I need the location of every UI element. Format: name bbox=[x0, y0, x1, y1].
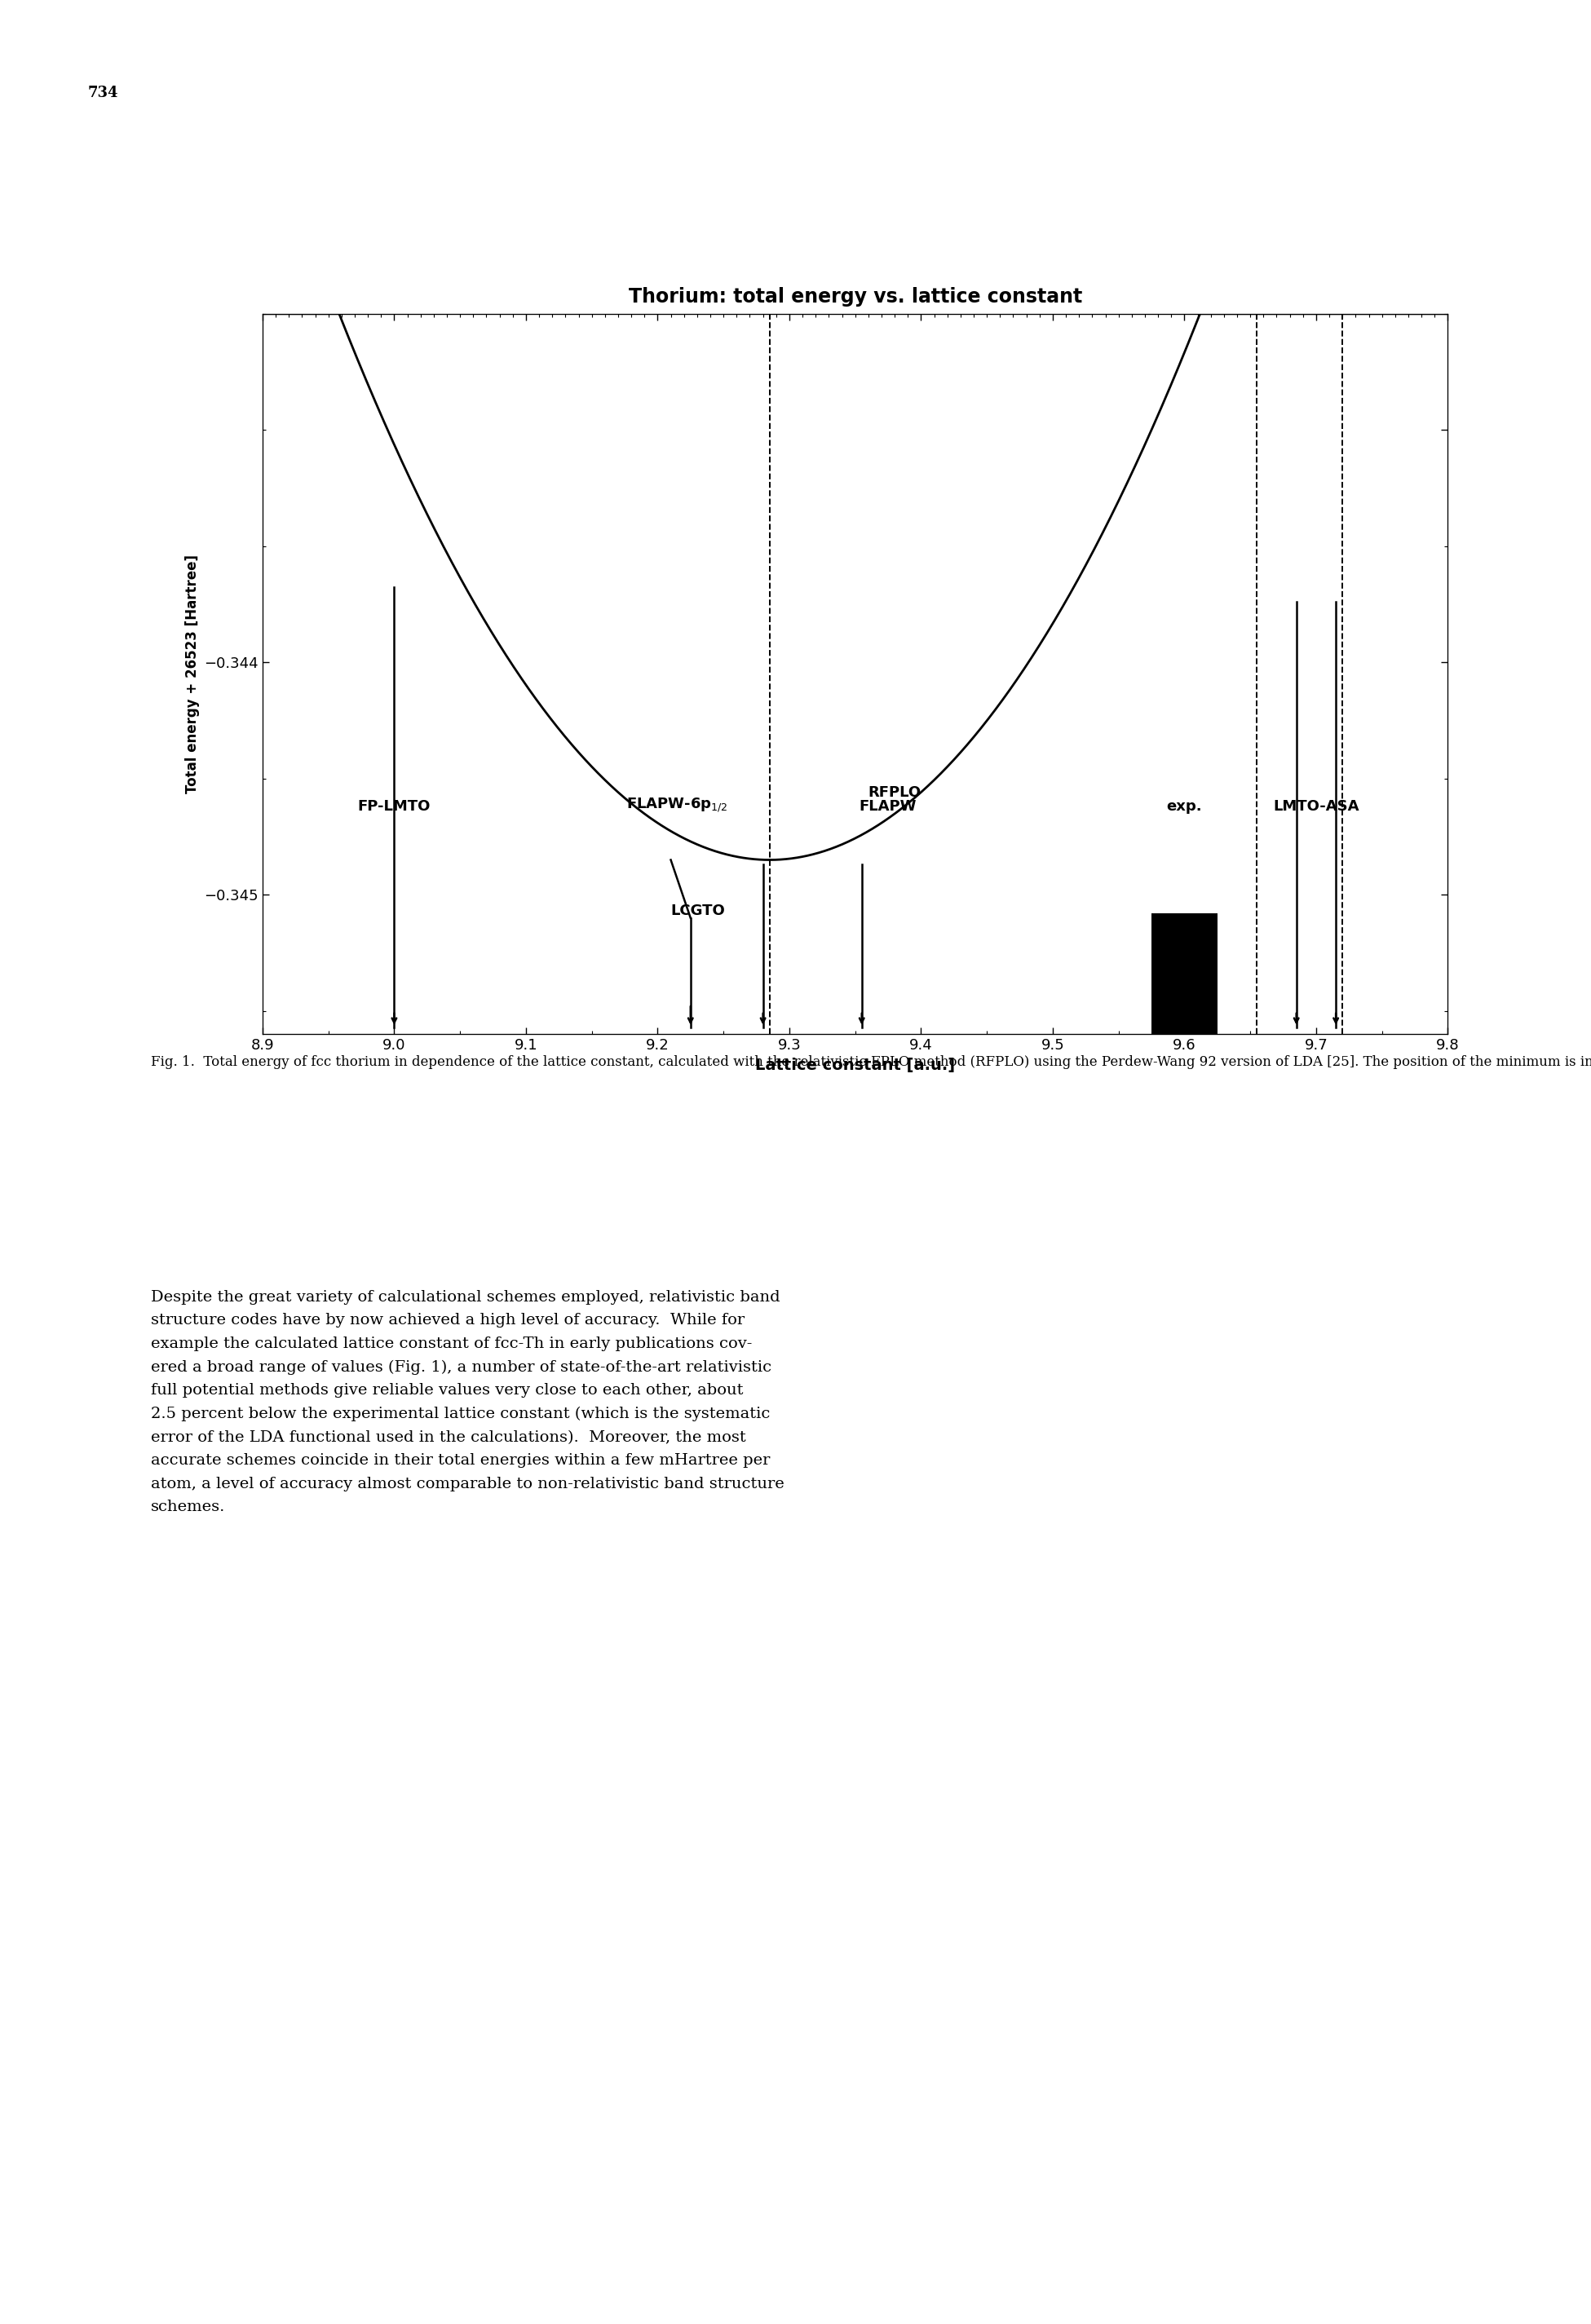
Text: FLAPW-6p$_{1/2}$: FLAPW-6p$_{1/2}$ bbox=[627, 795, 729, 813]
Text: LMTO-ASA: LMTO-ASA bbox=[1273, 799, 1359, 813]
X-axis label: Lattice constant [a.u.]: Lattice constant [a.u.] bbox=[756, 1057, 955, 1074]
Bar bbox=[1152, 913, 1217, 1034]
Text: LCGTO: LCGTO bbox=[671, 904, 725, 918]
Text: FP-LMTO: FP-LMTO bbox=[358, 799, 431, 813]
Y-axis label: Total energy + 26523 [Hartree]: Total energy + 26523 [Hartree] bbox=[185, 555, 200, 792]
Text: FLAPW: FLAPW bbox=[859, 799, 916, 813]
Text: RFPLO: RFPLO bbox=[869, 786, 921, 799]
Text: exp.: exp. bbox=[1166, 799, 1203, 813]
Text: Fig. 1.  Total energy of fcc thorium in dependence of the lattice constant, calc: Fig. 1. Total energy of fcc thorium in d… bbox=[151, 1055, 1591, 1069]
Text: Despite the great variety of calculational schemes employed, relativistic band
s: Despite the great variety of calculation… bbox=[151, 1290, 784, 1515]
Text: 734: 734 bbox=[88, 86, 118, 100]
Title: Thorium: total energy vs. lattice constant: Thorium: total energy vs. lattice consta… bbox=[628, 286, 1082, 307]
